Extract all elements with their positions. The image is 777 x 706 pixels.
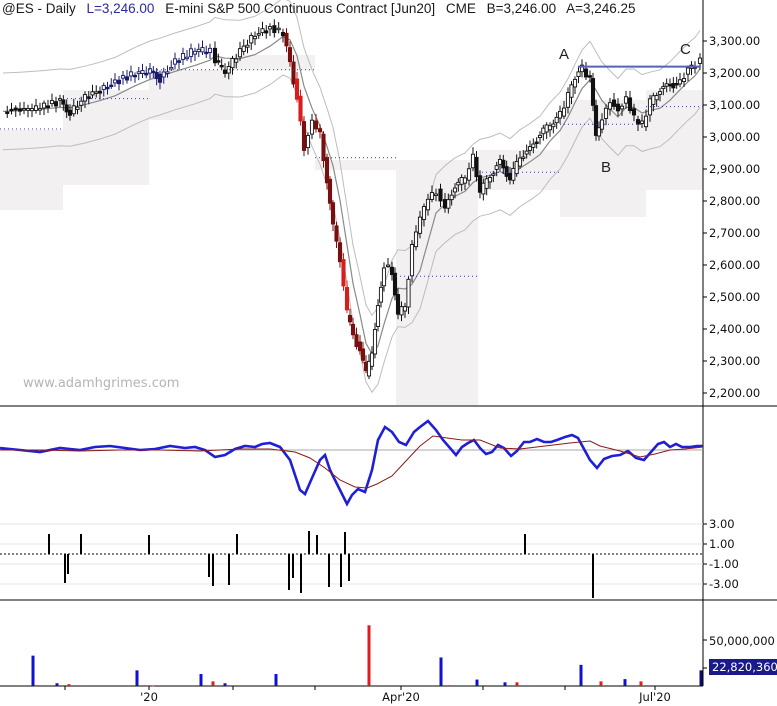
volume-bar bbox=[211, 681, 215, 686]
volume-bar bbox=[147, 685, 151, 687]
lower-band bbox=[2, 74, 701, 394]
symbol-label: @ES - Daily bbox=[2, 1, 76, 16]
volume-bar bbox=[699, 670, 703, 686]
contract-description: E-mini S&P 500 Continuous Contract [Jun2… bbox=[165, 1, 436, 16]
exchange-label: CME bbox=[445, 1, 476, 16]
indicator-axis-label: -1.00 bbox=[709, 557, 739, 571]
watermark: www.adamhgrimes.com bbox=[23, 376, 180, 391]
volume-bar bbox=[31, 655, 35, 686]
oscillator-slow-line bbox=[0, 435, 704, 489]
pivot-lines bbox=[0, 69, 703, 277]
indicator-axis-label: 1.00 bbox=[709, 537, 735, 551]
price-axis-label: 2,400.00 bbox=[709, 322, 761, 336]
bid-price: B=3,246.00 bbox=[486, 1, 557, 16]
price-axis-label: 2,900.00 bbox=[709, 162, 761, 176]
price-axis-label: 2,700.00 bbox=[709, 226, 761, 240]
volume-bar bbox=[55, 683, 59, 686]
volume-bar bbox=[151, 685, 155, 687]
volume-bar bbox=[503, 682, 507, 686]
volume-bar bbox=[35, 685, 39, 687]
current-volume-badge: 22,820,360 bbox=[709, 659, 777, 675]
price-axis-label: 2,300.00 bbox=[709, 354, 761, 368]
volume-bar bbox=[199, 674, 203, 686]
price-axis-label: 2,200.00 bbox=[709, 386, 761, 400]
volume-bar bbox=[483, 685, 487, 687]
upper-band bbox=[2, 0, 701, 317]
time-label-jul20: Jul'20 bbox=[639, 690, 671, 704]
volume-bar bbox=[623, 679, 627, 686]
volume-bar bbox=[274, 674, 278, 686]
price-axis-label: 2,800.00 bbox=[709, 194, 761, 208]
volume-bar bbox=[515, 682, 519, 686]
volume-bar bbox=[135, 670, 139, 686]
annotation-c: C bbox=[680, 41, 691, 58]
volume-bar bbox=[439, 657, 443, 686]
oscillator-fast-line bbox=[0, 419, 703, 507]
volume-bar bbox=[447, 685, 451, 687]
price-axis-label: 2,600.00 bbox=[709, 258, 761, 272]
ask-price: A=3,246.25 bbox=[566, 1, 636, 16]
price-axis-label: 3,200.00 bbox=[709, 66, 761, 80]
price-axis-label: 2,500.00 bbox=[709, 290, 761, 304]
volume-bar bbox=[367, 625, 371, 686]
price-axis-label: 3,300.00 bbox=[709, 34, 761, 48]
volume-bar bbox=[579, 664, 583, 686]
last-price: L=3,246.00 bbox=[86, 1, 155, 16]
volume-bar bbox=[223, 683, 227, 686]
chart-header: @ES - Daily L=3,246.00 E-mini S&P 500 Co… bbox=[2, 1, 643, 19]
time-label-2020: '20 bbox=[140, 690, 158, 704]
volume-bar bbox=[599, 681, 603, 686]
price-axis-label: 3,000.00 bbox=[709, 130, 761, 144]
annotation-b: B bbox=[601, 159, 612, 176]
midline bbox=[2, 35, 701, 355]
indicator-axis-label: 3.00 bbox=[709, 517, 735, 531]
range-shading bbox=[0, 55, 703, 405]
volume-bar bbox=[67, 684, 71, 686]
volume-bar bbox=[639, 681, 643, 686]
volume-axis-label: 50,000,000 bbox=[709, 634, 775, 648]
candlesticks bbox=[5, 19, 703, 380]
annotation-a: A bbox=[559, 46, 570, 63]
time-label-apr20: Apr'20 bbox=[382, 690, 420, 704]
volume-bar bbox=[227, 685, 231, 687]
price-axis-label: 3,100.00 bbox=[709, 98, 761, 112]
volume-bar bbox=[143, 685, 147, 687]
indicator-axis-label: -3.00 bbox=[709, 577, 739, 591]
volume-bar bbox=[475, 679, 479, 686]
